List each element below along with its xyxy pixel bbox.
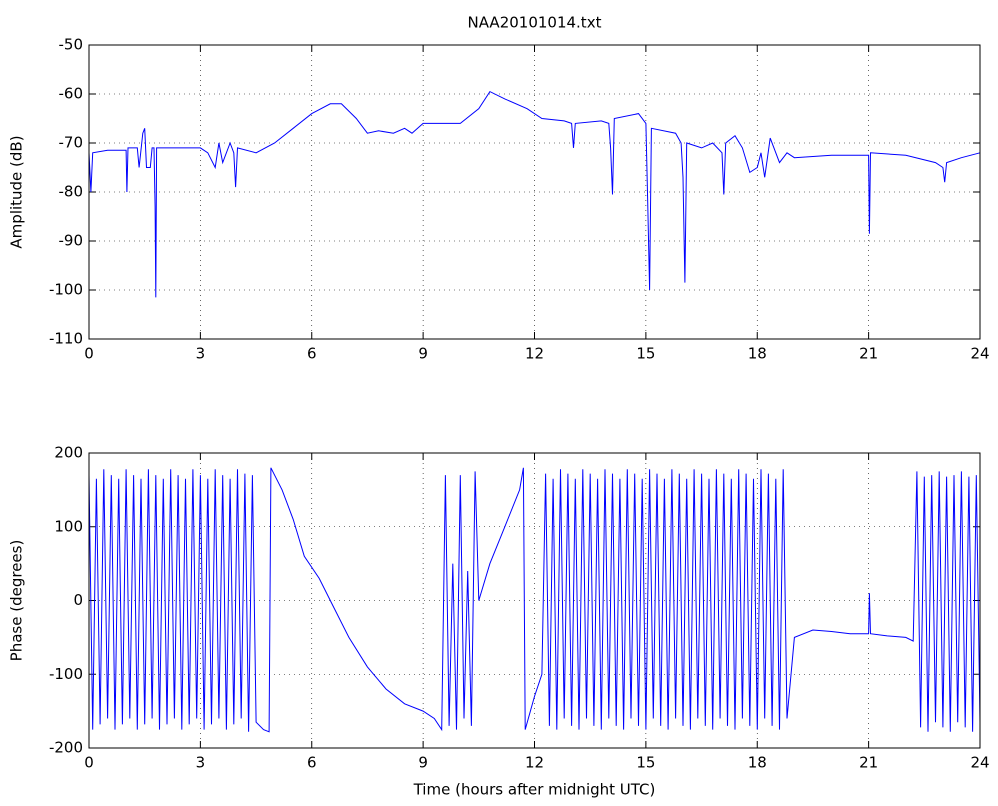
y-tick-label: -100 [49, 281, 83, 299]
y-tick-label: -110 [49, 330, 83, 348]
y-tick-label: -60 [59, 85, 84, 103]
x-tick-label: 21 [859, 345, 878, 363]
x-tick-label: 15 [636, 754, 655, 772]
data-line [88, 467, 981, 733]
y-tick-label: -70 [59, 134, 84, 152]
x-tick-label: 21 [859, 754, 878, 772]
x-tick-label: 6 [307, 754, 317, 772]
x-tick-label: 12 [525, 345, 544, 363]
y-tick-label: 200 [54, 444, 83, 462]
x-tick-label: 3 [196, 754, 206, 772]
axes-frame [88, 44, 981, 340]
axes-frame [88, 452, 981, 749]
y-tick-label: 100 [54, 517, 83, 535]
y-tick-label: -80 [59, 183, 84, 201]
x-tick-label: 0 [84, 754, 94, 772]
x-tick-label: 18 [748, 754, 767, 772]
x-tick-label: 15 [636, 345, 655, 363]
x-axis-label: Time (hours after midnight UTC) [413, 781, 656, 799]
chart-title: NAA20101014.txt [468, 14, 602, 32]
x-tick-label: 9 [418, 345, 428, 363]
y-tick-label: -100 [49, 665, 83, 683]
y-tick-label: -90 [59, 232, 84, 250]
y-tick-label: -50 [59, 36, 84, 54]
y-tick-label: 0 [73, 591, 83, 609]
x-tick-label: 18 [748, 345, 767, 363]
x-tick-label: 3 [196, 345, 206, 363]
x-tick-label: 6 [307, 345, 317, 363]
x-tick-label: 9 [418, 754, 428, 772]
y-axis-label: Amplitude (dB) [8, 135, 26, 248]
data-line [88, 90, 981, 298]
x-tick-label: 24 [970, 345, 989, 363]
x-tick-label: 0 [84, 345, 94, 363]
x-tick-label: 12 [525, 754, 544, 772]
x-tick-label: 24 [970, 754, 989, 772]
y-axis-label: Phase (degrees) [8, 540, 26, 662]
y-tick-label: -200 [49, 739, 83, 757]
